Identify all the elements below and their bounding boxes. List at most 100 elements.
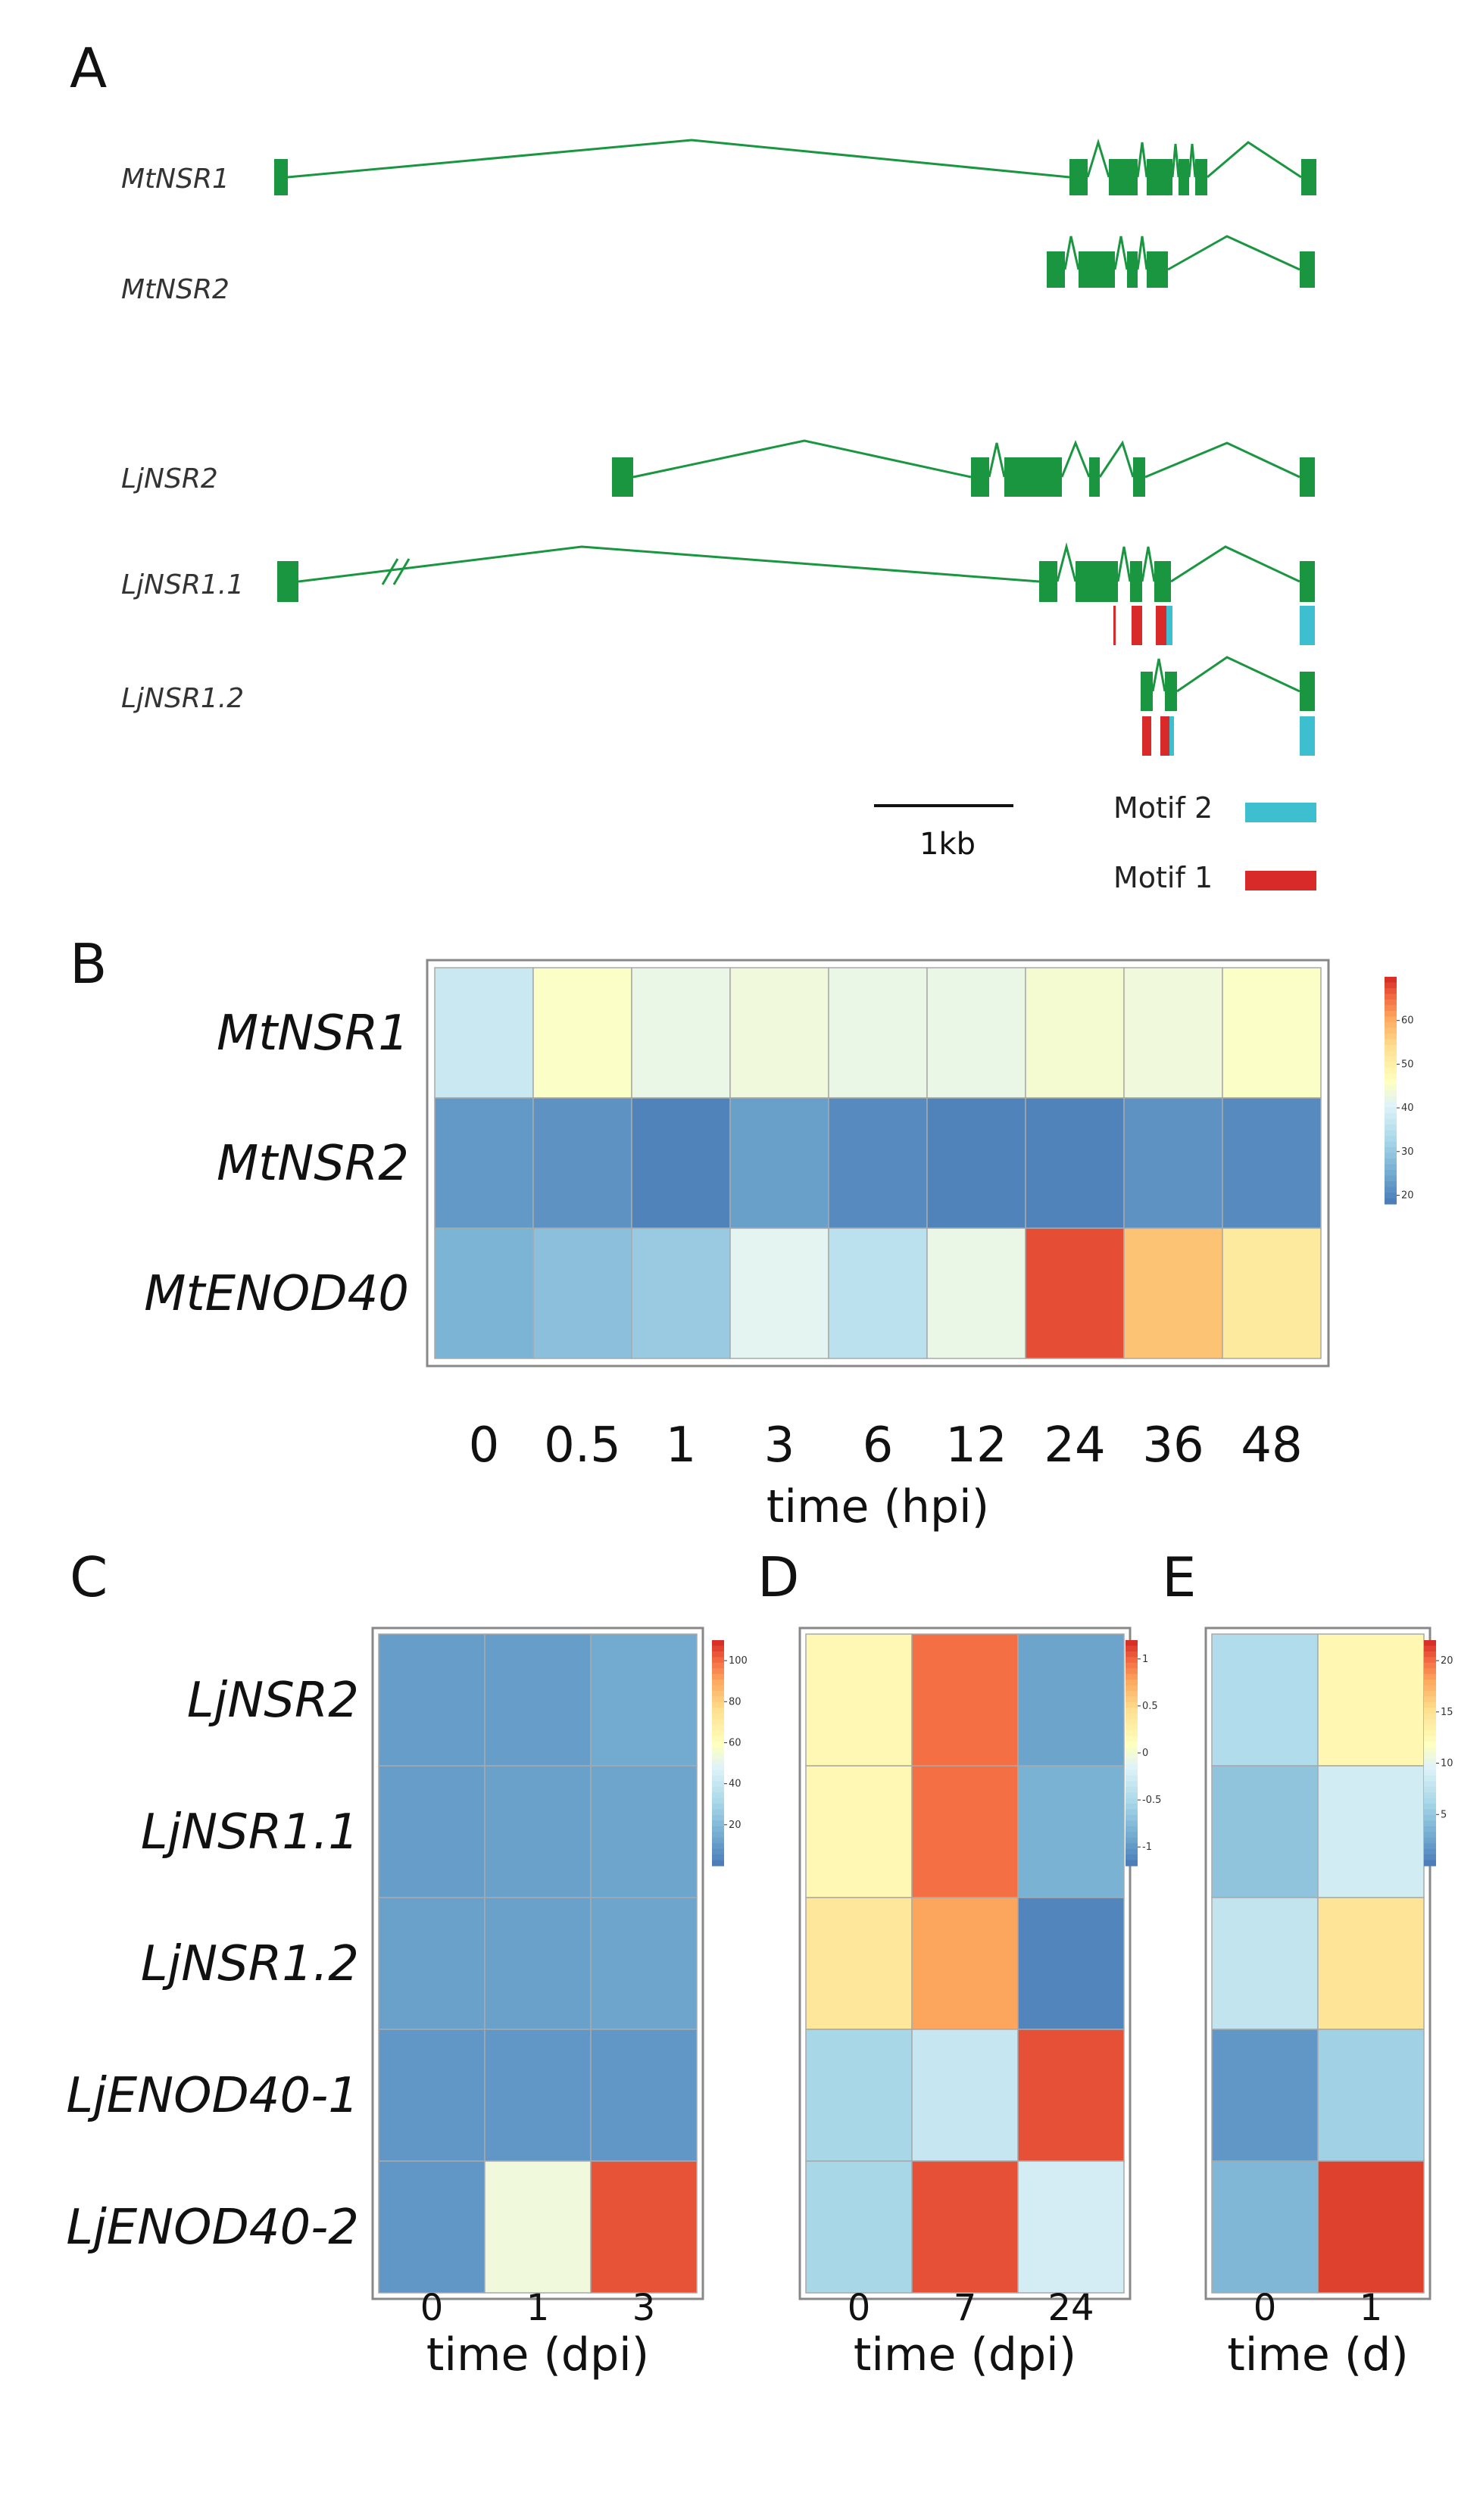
heatmap-d-cell — [911, 1897, 1019, 2030]
colorbar-e-segment — [1424, 1747, 1436, 1754]
heatmap-e-cell — [1317, 1765, 1425, 1898]
colorbar-e-segment — [1424, 1685, 1436, 1692]
heatmap-e-tick-label: 1 — [1360, 2287, 1383, 2329]
heatmap-b-tick-label: 3 — [764, 1418, 795, 1474]
heatmap-c-cell — [590, 1897, 698, 2030]
colorbar-d-segment — [1126, 1736, 1138, 1742]
colorbar-d-segment — [1126, 1651, 1138, 1658]
colorbar-e-segment — [1424, 1820, 1436, 1827]
colorbar-b-segment — [1385, 1079, 1397, 1086]
colorbar-c-segment — [712, 1747, 724, 1754]
colorbar-b-segment — [1385, 982, 1397, 989]
colorbar-b-segment — [1385, 1028, 1397, 1034]
colorbar-e-tick-label: 15 — [1441, 1707, 1453, 1718]
heatmap-b-row-label: MtNSR1 — [217, 1006, 409, 1062]
colorbar-b-tick-label: 60 — [1401, 1015, 1414, 1027]
colorbar-b-segment — [1385, 1141, 1397, 1148]
colorbar-b-segment — [1385, 1193, 1397, 1199]
colorbar-d-segment — [1126, 1724, 1138, 1731]
colorbar-e-segment — [1424, 1753, 1436, 1760]
colorbar-e-segment — [1424, 1826, 1436, 1832]
heatmap-c-cell — [484, 1765, 592, 1898]
gene-model-ljnsr2 — [612, 439, 1315, 497]
heatmap-b-cell — [828, 1227, 928, 1359]
colorbar-d-segment — [1126, 1832, 1138, 1839]
heatmap-b-cell — [631, 1227, 731, 1359]
colorbar-d-segment — [1126, 1742, 1138, 1748]
heatmap-d-cell — [805, 1897, 913, 2030]
colorbar-e-segment — [1424, 1804, 1436, 1810]
colorbar-d-segment — [1126, 1770, 1138, 1776]
colorbar-c-segment — [712, 1775, 724, 1782]
gene-structure-diagram — [274, 138, 1316, 711]
colorbar-c-segment — [712, 1679, 724, 1686]
heatmap-c-row-label: LjNSR2 — [187, 1673, 359, 1729]
heatmap-b-tick-label: 36 — [1142, 1418, 1204, 1474]
heatmap-b-row-label: MtENOD40 — [144, 1266, 409, 1322]
colorbar-c-segment — [712, 1736, 724, 1742]
heatmap-e-cell — [1211, 2029, 1319, 2162]
colorbar-e-segment — [1424, 1832, 1436, 1839]
colorbar-c-segment — [712, 1860, 724, 1867]
colorbar-e-segment — [1424, 1668, 1436, 1675]
heatmap-b-cell — [1123, 967, 1223, 1099]
colorbar-e-segment — [1424, 1730, 1436, 1737]
heatmap-c-cell — [378, 1633, 485, 1767]
heatmap-b-cell — [729, 1097, 829, 1229]
colorbar-b-segment — [1385, 1034, 1397, 1040]
heatmap-b-cell — [631, 1097, 731, 1229]
colorbar-c-tick-label: 20 — [729, 1820, 742, 1831]
colorbar-c-segment — [712, 1730, 724, 1737]
colorbar-b-segment — [1385, 1073, 1397, 1080]
gene-label-mtnsr1: MtNSR1 — [121, 164, 229, 195]
heatmap-b-cell — [1025, 967, 1125, 1099]
heatmap-b-cell — [1123, 1227, 1223, 1359]
heatmap-c-cell — [484, 2029, 592, 2162]
heatmap-d-xlabel: time (dpi) — [854, 2328, 1076, 2381]
colorbar-c-segment — [712, 1814, 724, 1821]
heatmap-e-cell — [1317, 2029, 1425, 2162]
colorbar-b-segment — [1385, 1050, 1397, 1057]
heatmap-c-tick-label: 1 — [526, 2287, 550, 2329]
colorbar-c-segment — [712, 1798, 724, 1804]
heatmap-d-cell — [911, 1765, 1019, 1898]
colorbar-e-segment — [1424, 1781, 1436, 1788]
colorbar-c-segment — [712, 1657, 724, 1664]
colorbar-b-segment — [1385, 1102, 1397, 1109]
heatmap-d-cell — [1017, 2029, 1125, 2162]
heatmap-b-cell — [1222, 1227, 1322, 1359]
gene-model-mtnsr1 — [274, 138, 1316, 195]
colorbar-d-segment — [1126, 1701, 1138, 1708]
colorbar-d-tick-label: 1 — [1142, 1654, 1148, 1665]
colorbar-d-segment — [1126, 1848, 1138, 1855]
heatmap-c-cell — [590, 2029, 698, 2162]
colorbar-b-segment — [1385, 1068, 1397, 1074]
colorbar-e-segment — [1424, 1798, 1436, 1804]
colorbar-b-segment — [1385, 1011, 1397, 1018]
gene-label-ljnsr1-1: LjNSR1.1 — [121, 569, 244, 600]
colorbar-c-tick-label: 60 — [729, 1737, 742, 1748]
colorbar-d-segment — [1126, 1804, 1138, 1810]
colorbar-b-segment — [1385, 1000, 1397, 1006]
heatmap-e-cell — [1317, 2160, 1425, 2294]
heatmap-b-tick-label: 24 — [1044, 1418, 1105, 1474]
colorbar-b-segment — [1385, 1022, 1397, 1029]
colorbar-b-segment — [1385, 988, 1397, 995]
colorbar-d-segment — [1126, 1758, 1138, 1765]
colorbar-e-segment — [1424, 1657, 1436, 1664]
panel-letter-e: E — [1162, 1545, 1197, 1609]
heatmap-b-cell — [729, 967, 829, 1099]
gene-label-ljnsr2: LjNSR2 — [121, 463, 218, 494]
colorbar-d-segment — [1126, 1696, 1138, 1703]
heatmap-c-cell — [378, 1765, 485, 1898]
colorbar-b-segment — [1385, 1056, 1397, 1063]
colorbar-b-segment — [1385, 1062, 1397, 1068]
colorbar-b-segment — [1385, 1164, 1397, 1171]
colorbar-d-segment — [1126, 1837, 1138, 1844]
heatmap-c-cell — [378, 1897, 485, 2030]
colorbar-d-tick-label: -1 — [1142, 1842, 1152, 1853]
heatmap-d-cell — [911, 2029, 1019, 2162]
heatmap-b-cell — [729, 1227, 829, 1359]
heatmap-b-tick-label: 0 — [469, 1418, 500, 1474]
colorbar-e-segment — [1424, 1651, 1436, 1658]
